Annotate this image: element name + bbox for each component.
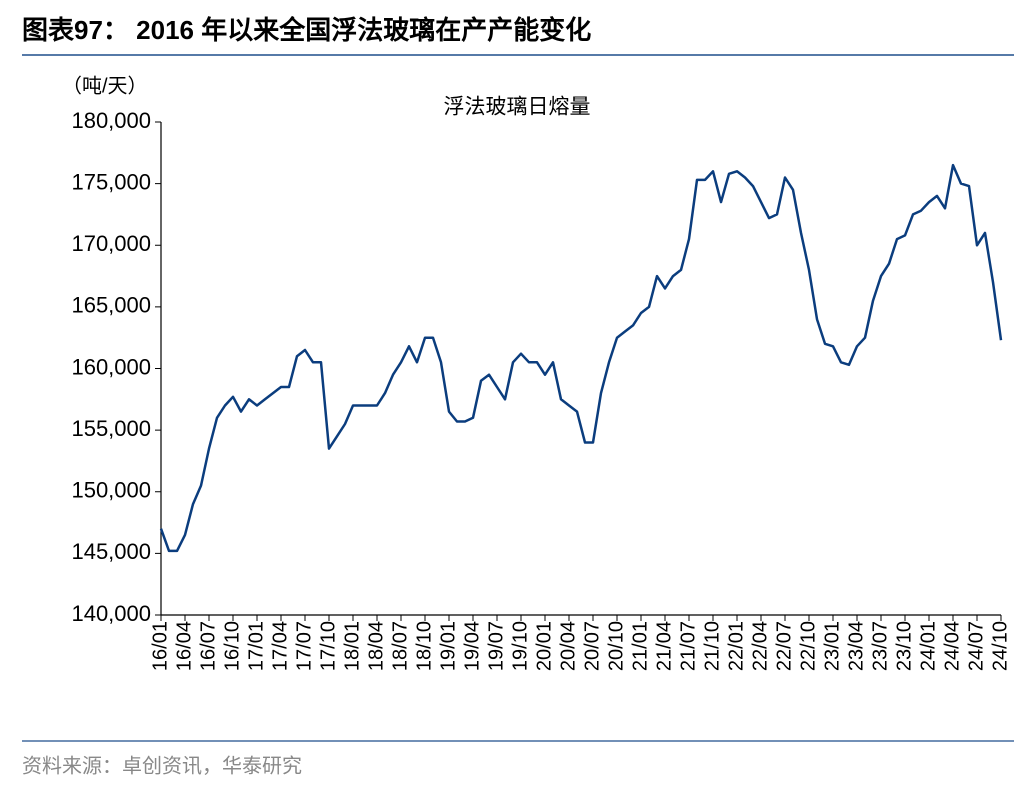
x-tick-label: 19/04 — [461, 621, 483, 671]
x-tick-label: 16/04 — [173, 621, 195, 671]
x-tick-label: 18/01 — [341, 621, 363, 671]
x-tick-label: 19/07 — [485, 621, 507, 671]
x-tick-label: 21/04 — [653, 621, 675, 671]
x-tick-label: 17/04 — [269, 621, 291, 671]
y-tick-label: 150,000 — [71, 478, 151, 503]
x-tick-label: 22/07 — [773, 621, 795, 671]
x-tick-label: 24/10 — [989, 621, 1011, 671]
x-tick-label: 20/07 — [581, 621, 603, 671]
y-tick-label: 145,000 — [71, 539, 151, 564]
x-tick-label: 24/07 — [965, 621, 987, 671]
y-tick-label: 140,000 — [71, 601, 151, 626]
x-tick-label: 16/07 — [197, 621, 219, 671]
x-tick-label: 22/01 — [725, 621, 747, 671]
x-tick-label: 23/04 — [845, 621, 867, 671]
x-tick-label: 24/01 — [917, 621, 939, 671]
x-tick-label: 18/07 — [389, 621, 411, 671]
x-tick-label: 20/10 — [605, 621, 627, 671]
y-tick-label: 180,000 — [71, 108, 151, 133]
source: 资料来源：卓创资讯，华泰研究 — [22, 754, 302, 777]
x-tick-label: 24/04 — [941, 621, 963, 671]
y-tick-label: 165,000 — [71, 293, 151, 318]
x-tick-label: 19/10 — [509, 621, 531, 671]
chart-title: 图表97： 2016 年以来全国浮法玻璃在产产能变化 — [22, 15, 591, 45]
x-tick-label: 21/10 — [701, 621, 723, 671]
y-tick-label: 160,000 — [71, 354, 151, 379]
x-tick-label: 17/07 — [293, 621, 315, 671]
line-series — [159, 163, 1003, 553]
x-tick-label: 20/04 — [557, 621, 579, 671]
x-tick-label: 18/10 — [413, 621, 435, 671]
x-tick-label: 21/01 — [629, 621, 651, 671]
x-tick-label: 17/10 — [317, 621, 339, 671]
x-tick-label: 16/01 — [149, 621, 171, 671]
y-tick-label: 170,000 — [71, 231, 151, 256]
x-tick-label: 22/10 — [797, 621, 819, 671]
x-tick-label: 17/01 — [245, 621, 267, 671]
y-tick-label: 155,000 — [71, 416, 151, 441]
x-tick-label: 23/10 — [893, 621, 915, 671]
x-tick-label: 21/07 — [677, 621, 699, 671]
x-tick-label: 23/07 — [869, 621, 891, 671]
x-tick-label: 23/01 — [821, 621, 843, 671]
legend-label: 浮法玻璃日熔量 — [444, 95, 591, 119]
y-axis-label: （吨/天） — [62, 74, 148, 97]
x-tick-label: 19/01 — [437, 621, 459, 671]
y-tick-label: 175,000 — [71, 169, 151, 194]
x-tick-label: 20/01 — [533, 621, 555, 671]
x-tick-label: 16/10 — [221, 621, 243, 671]
x-tick-label: 18/04 — [365, 621, 387, 671]
x-tick-label: 22/04 — [749, 621, 771, 671]
